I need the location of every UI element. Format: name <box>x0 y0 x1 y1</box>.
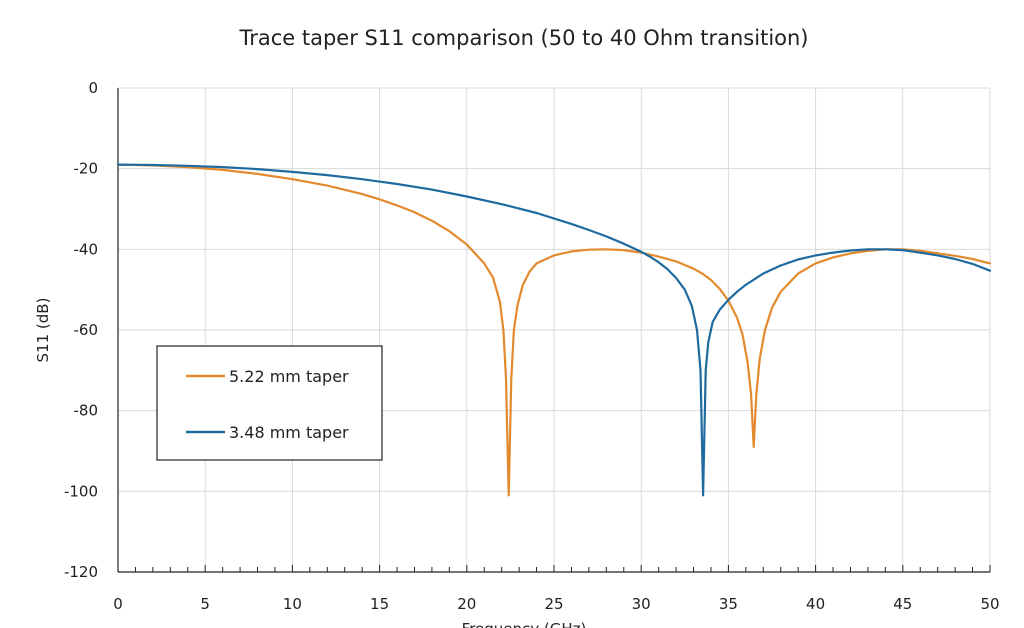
x-axis-label: Frequency (GHz) <box>462 620 587 628</box>
x-tick-label: 45 <box>893 595 912 613</box>
chart-title: Trace taper S11 comparison (50 to 40 Ohm… <box>238 26 808 50</box>
series-line-5.22-mm-taper <box>116 163 992 497</box>
x-tick-label: 20 <box>457 595 476 613</box>
x-tick-label: 30 <box>632 595 651 613</box>
x-tick-label: 0 <box>113 595 123 613</box>
y-tick-label: -20 <box>74 160 99 178</box>
legend-box <box>156 345 383 461</box>
x-tick-label: 15 <box>370 595 389 613</box>
y-tick-label: -100 <box>64 482 98 500</box>
y-tick-label: -60 <box>74 321 99 339</box>
y-axis-label: S11 (dB) <box>34 298 52 363</box>
y-tick-label: -120 <box>64 563 98 581</box>
tick-labels: 0 5 10 15 20 25 30 35 40 45 50 0 -20 -40 -60 -80 -100 -12… <box>64 79 1000 613</box>
legend-label-5.22mm: 5.22 mm taper <box>229 367 349 386</box>
x-tick-label: 40 <box>806 595 825 613</box>
y-tick-label: 0 <box>88 79 98 97</box>
plot-series <box>116 163 992 497</box>
y-tick-label: -80 <box>74 402 99 420</box>
grid <box>118 87 991 572</box>
series-line-3.48-mm-taper <box>116 163 992 497</box>
x-tick-label: 35 <box>719 595 738 613</box>
x-tick-label: 25 <box>544 595 563 613</box>
axes <box>117 88 991 573</box>
legend-label-3.48mm: 3.48 mm taper <box>229 423 349 442</box>
y-tick-label: -40 <box>74 240 99 258</box>
x-tick-label: 5 <box>200 595 210 613</box>
x-tick-label: 10 <box>283 595 302 613</box>
x-tick-label: 50 <box>980 595 999 613</box>
legend: 5.22 mm taper 3.48 mm taper <box>156 345 383 461</box>
